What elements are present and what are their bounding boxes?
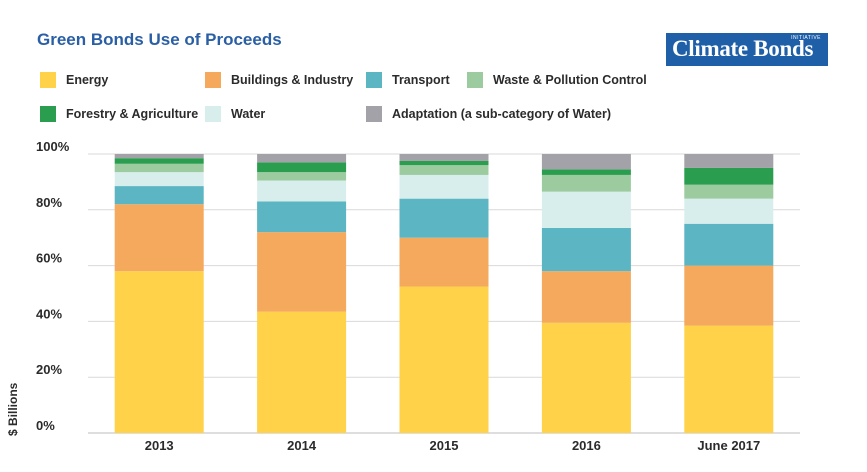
legend-item-adaptation: Adaptation (a sub-category of Water) — [366, 106, 611, 122]
bar-segment — [114, 204, 204, 272]
logo-tag: INITIATIVE — [791, 35, 821, 41]
bar-segment — [399, 154, 489, 161]
bar-segment — [541, 227, 631, 272]
legend-swatch-transport — [366, 72, 382, 88]
y-tick-label: 40% — [36, 306, 62, 321]
bar-segment — [399, 174, 489, 199]
y-tick-label: 60% — [36, 251, 62, 266]
bar-segment — [684, 198, 774, 224]
legend-swatch-waste — [467, 72, 483, 88]
bar-segment — [257, 180, 347, 202]
legend-item-buildings: Buildings & Industry — [205, 72, 353, 88]
bar-segment — [541, 169, 631, 175]
legend-item-transport: Transport — [366, 72, 450, 88]
bar-segment — [684, 154, 774, 168]
bar-segment — [684, 223, 774, 266]
bar-segment — [684, 167, 774, 185]
y-tick-label: 80% — [36, 195, 62, 210]
legend-item-waste: Waste & Pollution Control — [467, 72, 647, 88]
legend-item-forestry: Forestry & Agriculture — [40, 106, 198, 122]
legend-swatch-buildings — [205, 72, 221, 88]
legend-swatch-forestry — [40, 106, 56, 122]
x-tick-label: 2016 — [572, 438, 601, 453]
bar-segment — [684, 265, 774, 326]
legend-label-buildings: Buildings & Industry — [231, 73, 354, 87]
bar-segment — [257, 162, 347, 173]
bar-segment — [399, 237, 489, 287]
bar-segment — [399, 165, 489, 175]
legend-label-adaptation: Adaptation (a sub-category of Water) — [392, 107, 611, 121]
bar-segment — [257, 172, 347, 181]
bar-segment — [114, 163, 204, 173]
bar-segment — [399, 286, 489, 433]
bar-segment — [114, 172, 204, 187]
logo-text: Climate Bonds — [672, 36, 814, 61]
x-tick-label: June 2017 — [697, 438, 760, 453]
legend-swatch-energy — [40, 72, 56, 88]
legend-item-energy: Energy — [40, 72, 108, 88]
legend-label-transport: Transport — [392, 73, 450, 87]
chart-title: Green Bonds Use of Proceeds — [37, 30, 282, 49]
bar-segment — [257, 232, 347, 312]
x-tick-label: 2015 — [430, 438, 459, 453]
legend-item-water: Water — [205, 106, 265, 122]
bar-segment — [114, 271, 204, 433]
bar-segment — [541, 322, 631, 433]
bar-segment — [114, 158, 204, 164]
bar-segment — [541, 271, 631, 323]
x-tick-label: 2013 — [145, 438, 174, 453]
x-tick-label: 2014 — [287, 438, 317, 453]
bar-segment — [541, 154, 631, 170]
y-tick-label: 0% — [36, 418, 55, 433]
legend-label-waste: Waste & Pollution Control — [493, 73, 647, 87]
bar-segment — [541, 191, 631, 228]
bar-segment — [541, 174, 631, 192]
bar-segment — [399, 160, 489, 166]
legend-label-forestry: Forestry & Agriculture — [66, 107, 199, 121]
y-tick-label: 100% — [36, 139, 70, 154]
legend-swatch-adaptation — [366, 106, 382, 122]
bar-segment — [257, 201, 347, 233]
climate-bonds-logo: Climate Bonds INITIATIVE — [666, 33, 828, 66]
bar-segment — [684, 184, 774, 199]
y-tick-label: 20% — [36, 362, 62, 377]
bar-segment — [399, 198, 489, 238]
bar-segment — [257, 154, 347, 163]
legend-swatch-water — [205, 106, 221, 122]
bar-segment — [257, 311, 347, 433]
bar-segment — [684, 325, 774, 433]
legend-label-water: Water — [231, 107, 266, 121]
bar-segment — [114, 154, 204, 159]
legend-label-energy: Energy — [66, 73, 109, 87]
bar-segment — [114, 186, 204, 205]
